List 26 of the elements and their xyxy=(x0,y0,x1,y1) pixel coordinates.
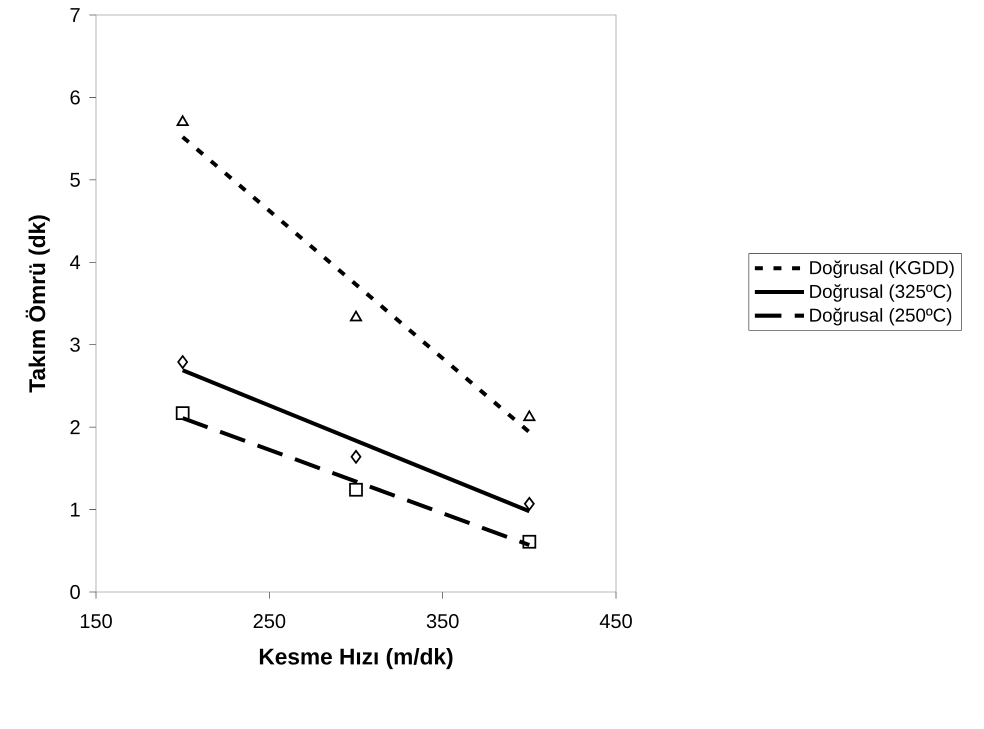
x-tick-label: 350 xyxy=(426,614,459,628)
point xyxy=(349,482,363,497)
y-tick-label: 3 xyxy=(70,338,80,352)
y-tick-label: 5 xyxy=(70,172,80,187)
x-tick-label: 250 xyxy=(254,614,286,628)
y-tick-label: 1 xyxy=(71,502,80,516)
point xyxy=(522,534,536,549)
legend-label: Doğrusal (250ºC) xyxy=(810,308,952,326)
point xyxy=(350,310,362,322)
point xyxy=(176,115,189,126)
x-axis-title: Kesme Hızı (m/dk) xyxy=(260,648,452,670)
point xyxy=(524,496,535,511)
y-axis-title: Takım Ömrü (dk) xyxy=(26,215,50,392)
y-tick-label: 2 xyxy=(70,420,80,434)
x-tick-label: 150 xyxy=(80,614,112,628)
y-tick-label: 0 xyxy=(70,584,80,600)
legend-label: Doğrusal (325ºC) xyxy=(810,284,952,302)
y-tick-label: 6 xyxy=(70,90,80,104)
point xyxy=(176,406,190,420)
y-tick-label: 7 xyxy=(70,8,80,22)
point xyxy=(177,355,188,369)
legend-label: Doğrusal (KGDD) xyxy=(810,260,954,278)
y-tick-label: 4 xyxy=(70,255,80,270)
x-tick-label: 450 xyxy=(600,614,632,628)
point xyxy=(523,410,536,422)
point xyxy=(350,450,362,464)
